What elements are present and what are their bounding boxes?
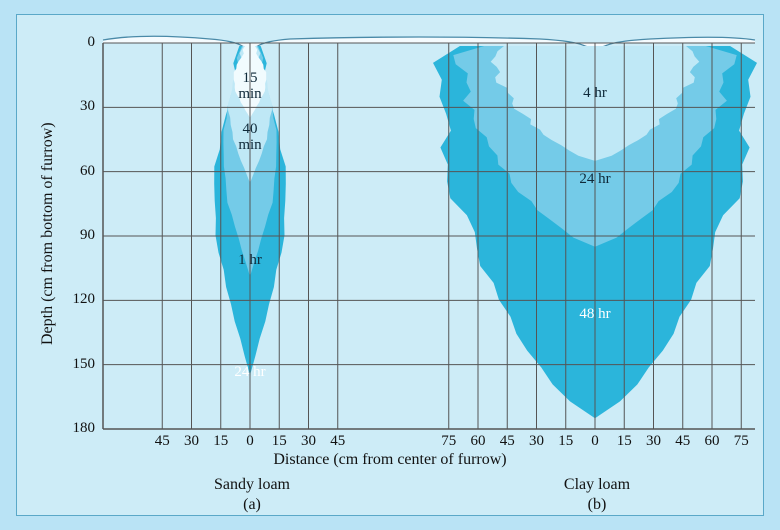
contour-label: 48 hr bbox=[555, 307, 635, 323]
subtitle-b-line1: Clay loam bbox=[564, 476, 630, 493]
tick-label: 180 bbox=[73, 420, 96, 437]
subtitle-a-line1: Sandy loam bbox=[214, 476, 290, 493]
tick-label: 30 bbox=[184, 433, 199, 450]
tick-label: 30 bbox=[529, 433, 544, 450]
contour-label: 15min bbox=[210, 71, 290, 103]
tick-label: 15 bbox=[272, 433, 287, 450]
tick-label: 75 bbox=[441, 433, 456, 450]
tick-label: 120 bbox=[73, 291, 96, 308]
tick-label: 15 bbox=[558, 433, 573, 450]
tick-label: 0 bbox=[246, 433, 254, 450]
tick-label: 45 bbox=[155, 433, 170, 450]
subtitle-b-line2: (b) bbox=[588, 496, 607, 513]
x-axis-label: Distance (cm from center of furrow) bbox=[17, 451, 763, 469]
page-background: Depth (cm from bottom of furrow) Distanc… bbox=[0, 0, 780, 530]
contour-label: 24 hr bbox=[555, 172, 635, 188]
subtitle-a: Sandy loam (a) bbox=[197, 475, 307, 515]
tick-label: 30 bbox=[301, 433, 316, 450]
contour-label: 40min bbox=[210, 122, 290, 154]
tick-label: 150 bbox=[73, 356, 96, 373]
y-axis-label: Depth (cm from bottom of furrow) bbox=[39, 122, 57, 345]
tick-label: 45 bbox=[330, 433, 345, 450]
subtitle-a-line2: (a) bbox=[243, 496, 261, 513]
contour-label: 1 hr bbox=[210, 253, 290, 269]
tick-label: 45 bbox=[500, 433, 515, 450]
tick-label: 60 bbox=[705, 433, 720, 450]
tick-label: 30 bbox=[80, 98, 95, 115]
tick-label: 75 bbox=[734, 433, 749, 450]
subtitle-b: Clay loam (b) bbox=[542, 475, 652, 515]
chart-panel: Depth (cm from bottom of furrow) Distanc… bbox=[16, 14, 764, 516]
tick-label: 0 bbox=[591, 433, 599, 450]
tick-label: 60 bbox=[471, 433, 486, 450]
tick-label: 15 bbox=[617, 433, 632, 450]
tick-label: 90 bbox=[80, 227, 95, 244]
tick-label: 45 bbox=[675, 433, 690, 450]
tick-label: 30 bbox=[646, 433, 661, 450]
tick-label: 60 bbox=[80, 163, 95, 180]
tick-label: 0 bbox=[88, 34, 96, 51]
tick-label: 15 bbox=[213, 433, 228, 450]
contour-label: 4 hr bbox=[555, 86, 635, 102]
contour-label: 24 hr bbox=[210, 365, 290, 381]
